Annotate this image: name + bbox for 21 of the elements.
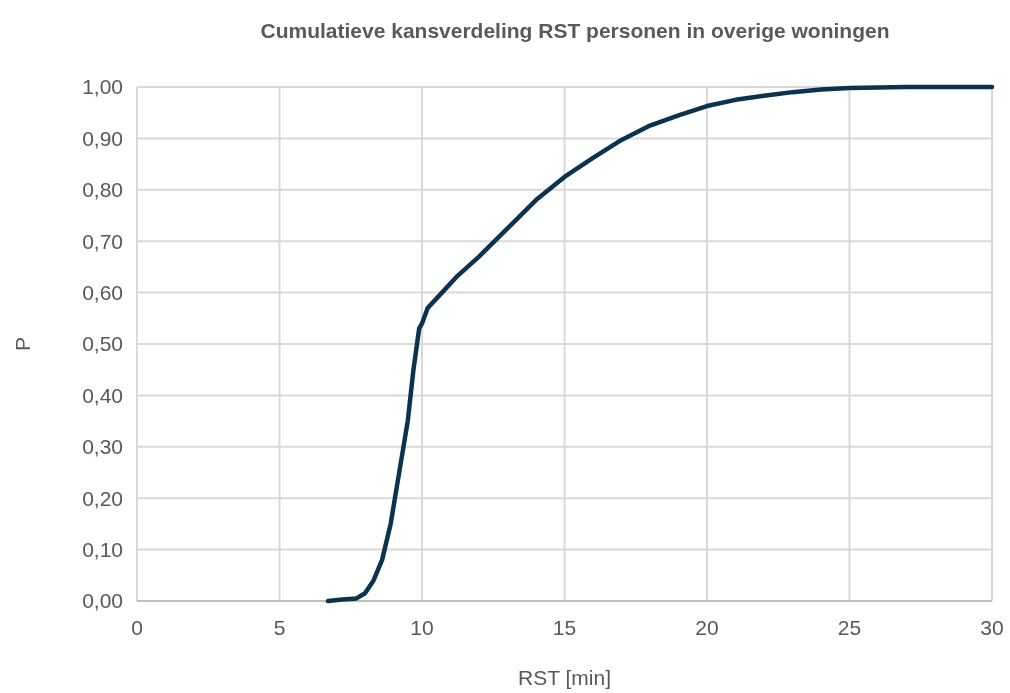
y-tick-label: 0,00 (82, 589, 123, 613)
y-tick-label: 0,80 (82, 178, 123, 202)
y-tick-label: 0,20 (82, 486, 123, 510)
y-tick-label: 0,60 (82, 280, 123, 304)
y-tick-label: 0,10 (82, 537, 123, 561)
x-tick-label: 30 (980, 616, 1004, 639)
y-tick-label: 0,90 (82, 126, 123, 150)
y-tick-label: 0,40 (82, 383, 123, 407)
x-axis-title: RST [min] (518, 666, 611, 689)
y-tick-label: 0,70 (82, 229, 123, 253)
y-tick-label: 0,30 (82, 435, 123, 459)
x-tick-label: 5 (273, 616, 286, 639)
x-tick-label: 25 (837, 616, 862, 639)
x-tick-label: 15 (552, 616, 577, 639)
chart-title: Cumulatieve kansverdeling RST personen in overige woningen (260, 19, 890, 42)
y-tick-label: 1,00 (82, 75, 123, 99)
y-tick-label: 0,50 (82, 332, 123, 356)
x-tick-label: 10 (410, 616, 434, 639)
y-axis-title: P (11, 336, 34, 352)
x-tick-label: 20 (695, 616, 719, 639)
x-tick-label: 0 (131, 616, 143, 639)
